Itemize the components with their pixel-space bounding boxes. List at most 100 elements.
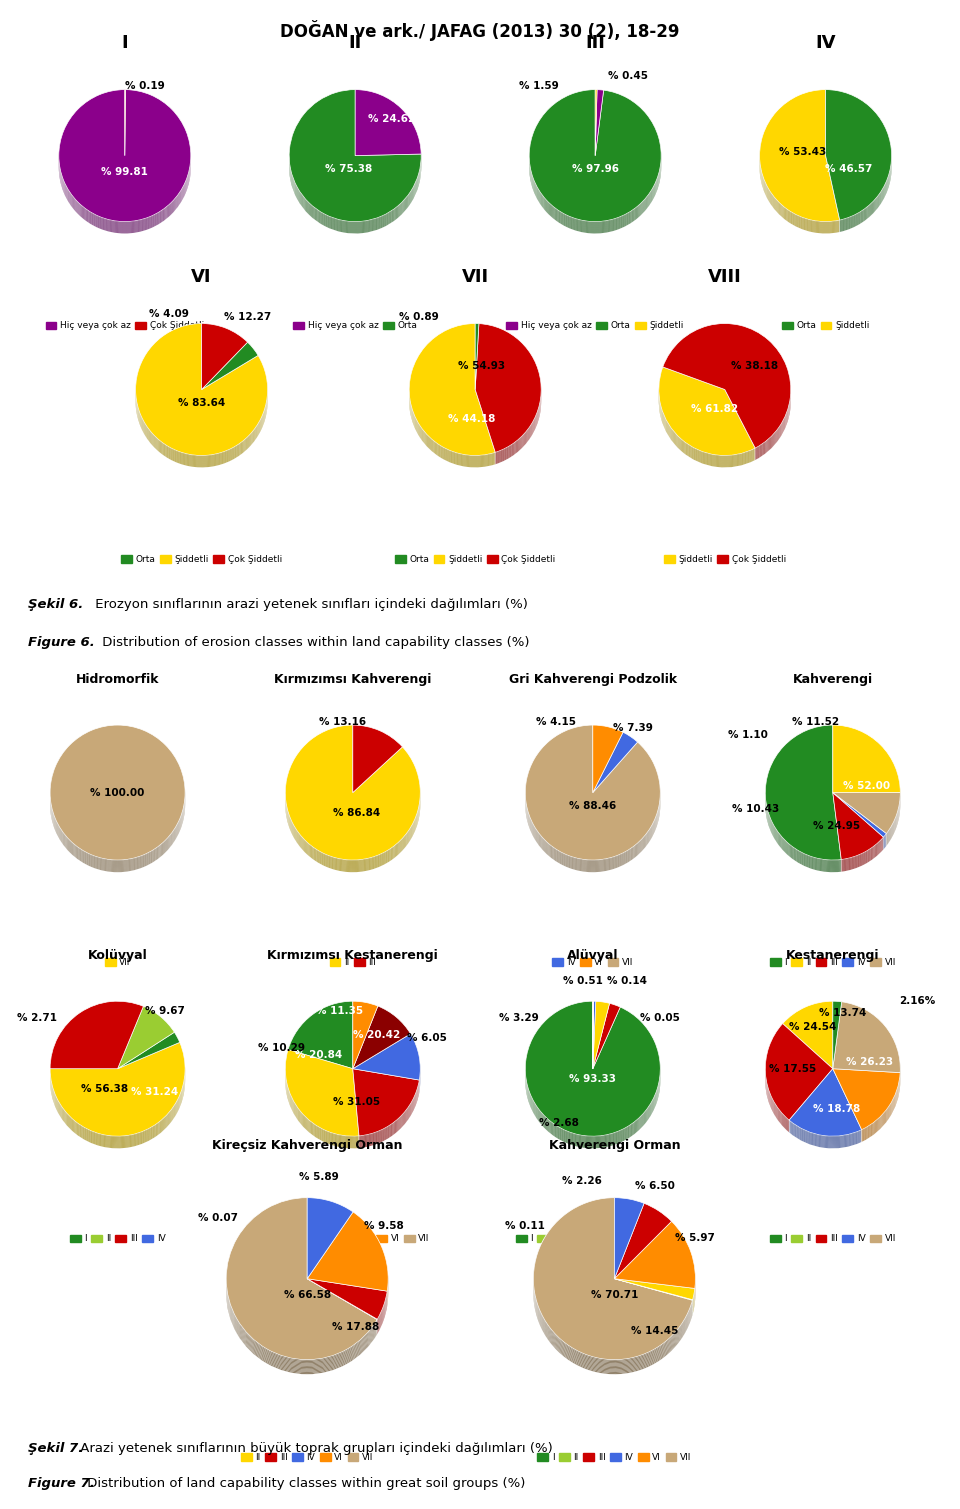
Text: % 0.19: % 0.19 (125, 81, 164, 92)
Text: % 100.00: % 100.00 (90, 788, 145, 798)
Wedge shape (525, 732, 660, 868)
Wedge shape (592, 1014, 620, 1080)
Wedge shape (592, 1007, 610, 1074)
Wedge shape (352, 1074, 420, 1142)
Wedge shape (352, 1077, 420, 1145)
Wedge shape (202, 355, 258, 401)
Wedge shape (832, 797, 900, 837)
Wedge shape (525, 738, 660, 872)
Wedge shape (614, 1283, 695, 1304)
Wedge shape (50, 1050, 185, 1144)
Wedge shape (475, 326, 541, 456)
Wedge shape (832, 1007, 900, 1077)
Wedge shape (202, 352, 258, 398)
Text: % 4.09: % 4.09 (149, 309, 188, 318)
Wedge shape (592, 735, 637, 795)
Wedge shape (50, 1043, 185, 1138)
Wedge shape (475, 326, 479, 392)
Text: % 46.57: % 46.57 (825, 164, 873, 174)
Wedge shape (307, 1284, 387, 1325)
Wedge shape (595, 98, 597, 164)
Wedge shape (50, 736, 185, 871)
Wedge shape (765, 732, 841, 868)
Wedge shape (832, 1005, 842, 1073)
Legend: IV, VI, VII: IV, VI, VII (548, 955, 637, 970)
Wedge shape (826, 95, 892, 226)
Wedge shape (475, 335, 541, 463)
Wedge shape (352, 1038, 420, 1085)
Wedge shape (202, 343, 258, 389)
Wedge shape (782, 1008, 832, 1076)
Wedge shape (288, 1010, 352, 1077)
Wedge shape (307, 1206, 353, 1286)
Wedge shape (475, 326, 479, 391)
Wedge shape (525, 1010, 660, 1144)
Wedge shape (832, 738, 900, 804)
Wedge shape (662, 330, 791, 456)
Text: % 18.78: % 18.78 (812, 1105, 860, 1114)
Wedge shape (135, 326, 268, 459)
Legend: I, II, III, IV, VII: I, II, III, IV, VII (766, 1231, 900, 1246)
Wedge shape (765, 1026, 832, 1123)
Wedge shape (285, 732, 420, 868)
Wedge shape (227, 1206, 377, 1369)
Wedge shape (529, 95, 661, 228)
Wedge shape (832, 800, 886, 844)
Title: Kestanerengi: Kestanerengi (786, 949, 879, 963)
Wedge shape (409, 323, 495, 456)
Wedge shape (832, 1014, 900, 1085)
Wedge shape (307, 1290, 377, 1332)
Wedge shape (614, 1233, 695, 1299)
Wedge shape (832, 1070, 900, 1130)
Wedge shape (352, 1035, 420, 1082)
Wedge shape (765, 726, 841, 862)
Wedge shape (352, 732, 402, 800)
Wedge shape (50, 1053, 185, 1147)
Wedge shape (307, 1286, 377, 1326)
Wedge shape (832, 792, 900, 833)
Wedge shape (409, 324, 495, 457)
Wedge shape (227, 1198, 377, 1360)
Wedge shape (832, 794, 886, 837)
Wedge shape (832, 797, 886, 841)
Text: % 0.07: % 0.07 (198, 1213, 238, 1222)
Wedge shape (118, 1011, 175, 1073)
Wedge shape (352, 1044, 420, 1089)
Wedge shape (759, 89, 840, 222)
Wedge shape (285, 1062, 359, 1148)
Title: Alüvyal: Alüvyal (567, 949, 618, 963)
Wedge shape (307, 1201, 353, 1283)
Wedge shape (595, 92, 597, 158)
Title: Kolüvyal: Kolüvyal (87, 949, 148, 963)
Wedge shape (50, 1055, 185, 1148)
Title: Kırmızımsı Kestanerengi: Kırmızımsı Kestanerengi (268, 949, 438, 963)
Wedge shape (534, 1204, 692, 1366)
Wedge shape (227, 1198, 377, 1361)
Wedge shape (352, 1011, 378, 1079)
Wedge shape (529, 101, 661, 232)
Text: % 24.95: % 24.95 (812, 821, 860, 831)
Wedge shape (409, 332, 495, 465)
Wedge shape (525, 1005, 660, 1139)
Legend: II, III, IV, VI, VII: II, III, IV, VI, VII (237, 1450, 377, 1465)
Wedge shape (529, 101, 661, 234)
Wedge shape (202, 329, 248, 394)
Wedge shape (289, 92, 421, 223)
Wedge shape (832, 729, 900, 797)
Wedge shape (285, 736, 420, 871)
Title: II: II (348, 35, 362, 53)
Wedge shape (307, 1286, 387, 1326)
Wedge shape (782, 1005, 832, 1073)
Wedge shape (288, 1011, 352, 1079)
Wedge shape (832, 1071, 900, 1132)
Wedge shape (592, 742, 637, 803)
Text: % 1.10: % 1.10 (729, 730, 768, 741)
Wedge shape (614, 1215, 672, 1290)
Wedge shape (352, 1007, 411, 1068)
Text: % 2.71: % 2.71 (16, 1013, 57, 1023)
Wedge shape (614, 1210, 672, 1286)
Wedge shape (50, 732, 185, 866)
Wedge shape (614, 1286, 692, 1307)
Wedge shape (759, 97, 840, 228)
Wedge shape (765, 1029, 832, 1126)
